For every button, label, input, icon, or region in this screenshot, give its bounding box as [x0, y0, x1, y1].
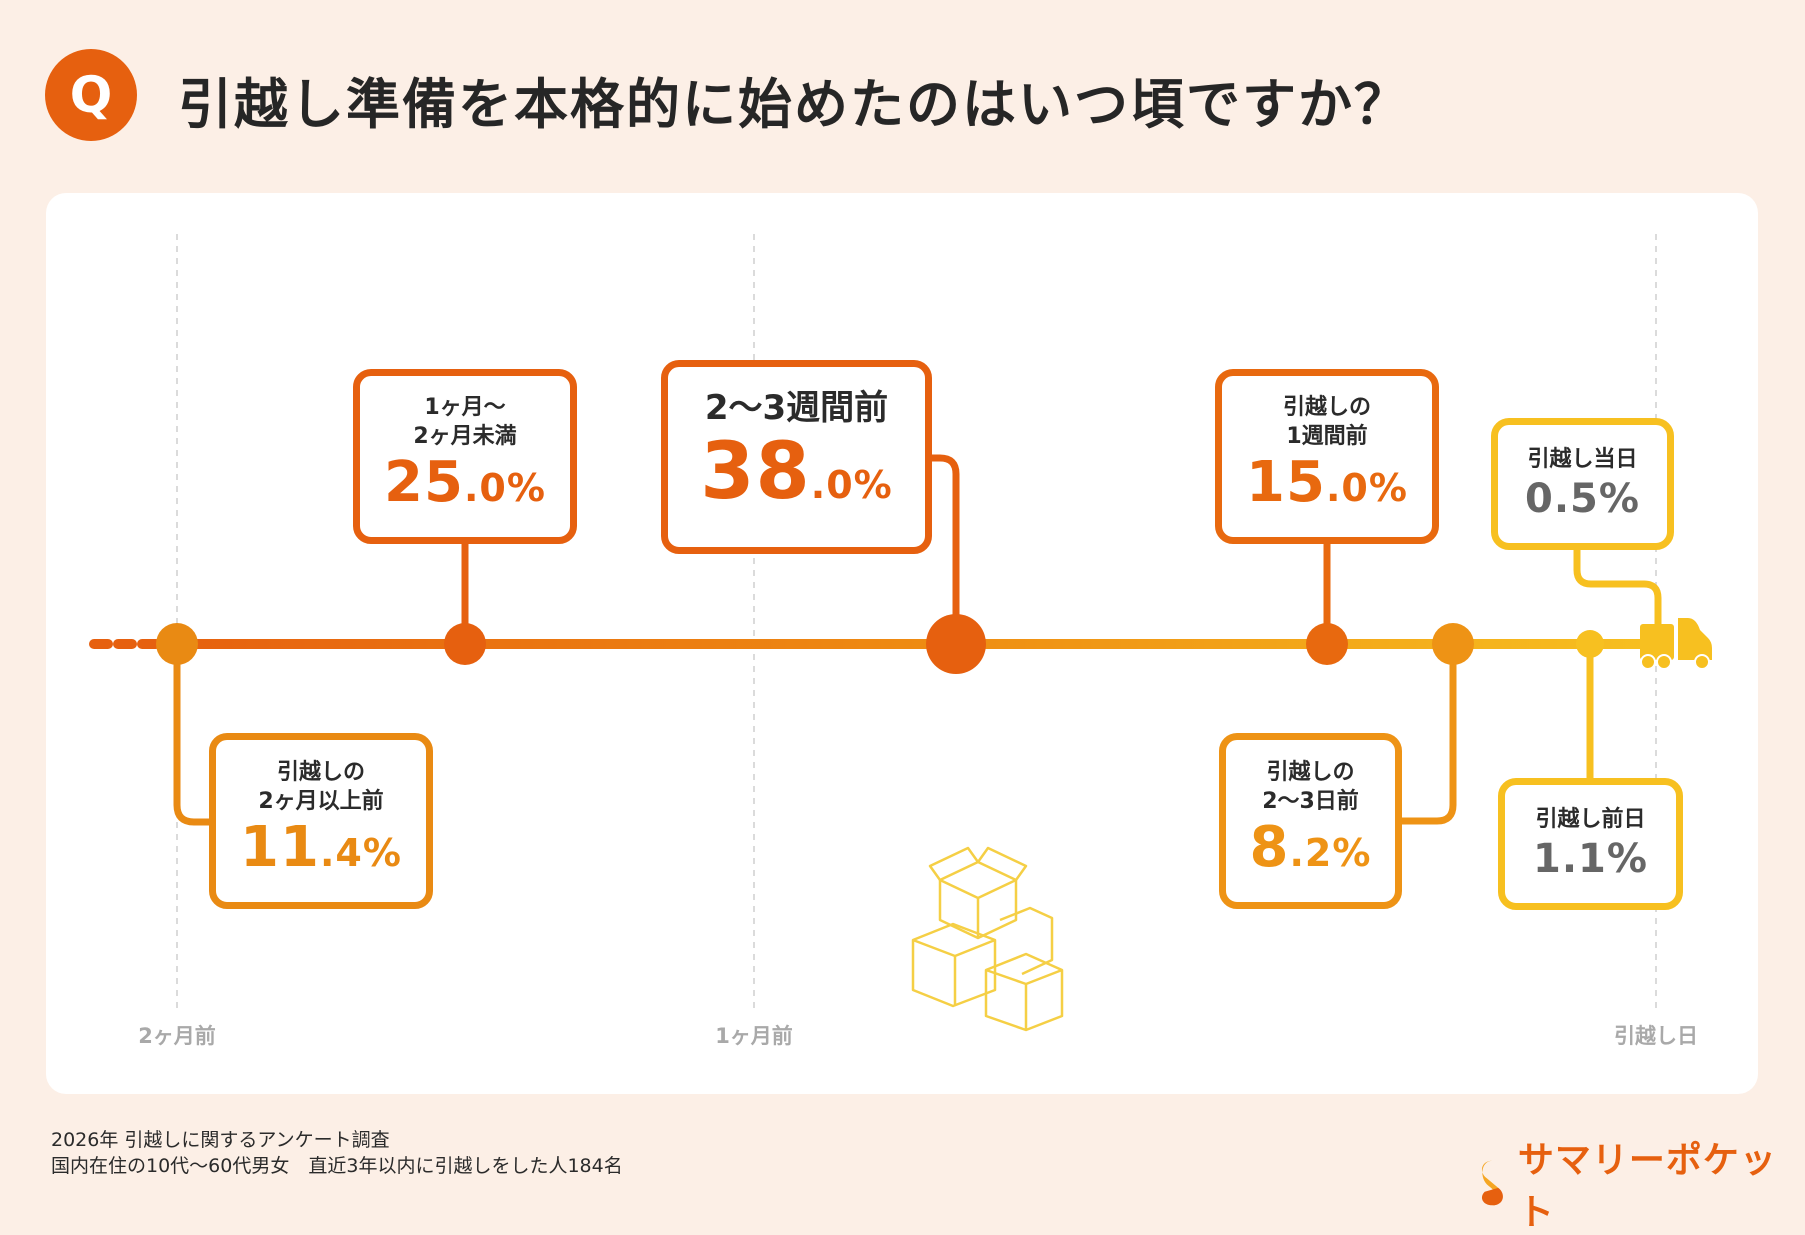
axis-label-1month: 1ヶ月前 — [715, 1024, 793, 1048]
axis-label-2months: 2ヶ月前 — [138, 1024, 216, 1048]
item-value: 15.0% — [1246, 450, 1408, 515]
item-box-1week: 引越しの 1週間前 15.0% — [1215, 369, 1439, 544]
timeline-graphic — [89, 234, 1712, 1032]
item-box-same-day: 引越し当日 0.5% — [1491, 418, 1674, 550]
value-decimal: .2% — [1289, 830, 1372, 875]
connector — [930, 454, 960, 644]
axis-label-moving-day: 引越し日 — [1614, 1024, 1698, 1048]
connector — [1573, 548, 1662, 630]
timeline-dot — [926, 614, 986, 674]
truck-icon — [1640, 618, 1712, 670]
cardboard-boxes-icon — [911, 846, 1064, 1032]
logo-text: サマリーポケット — [1517, 1140, 1777, 1233]
footer-survey-subjects: 国内在住の10代〜60代男女 直近3年以内に引越しをした人184名 — [51, 1155, 623, 1177]
timeline-dot — [1306, 623, 1348, 665]
item-box-1-2months: 1ヶ月〜 2ヶ月未満 25.0% — [353, 369, 577, 544]
brand-logo: サマリーポケット — [1475, 1131, 1805, 1235]
item-label: 引越しの 2〜3日前 — [1262, 759, 1359, 814]
logo-mark-icon — [1481, 1160, 1503, 1206]
item-label: 引越しの 2ヶ月以上前 — [258, 759, 384, 814]
item-label: 引越し当日 — [1527, 446, 1638, 472]
value-decimal: .0% — [463, 466, 546, 510]
timeline-dot — [444, 623, 486, 665]
footer-survey-title: 2026年 引越しに関するアンケート調査 — [51, 1129, 390, 1151]
item-value: 38.0% — [700, 426, 893, 517]
item-box-2-3weeks: 2〜3週間前 38.0% — [661, 360, 932, 554]
connector — [173, 644, 212, 826]
value-decimal: .4% — [319, 830, 402, 875]
item-value: 11.4% — [240, 814, 402, 880]
item-box-2months-plus: 引越しの 2ヶ月以上前 11.4% — [209, 733, 433, 909]
item-value: 8.2% — [1249, 814, 1372, 880]
item-label: 引越し前日 — [1535, 806, 1646, 832]
item-value: 0.5% — [1525, 475, 1640, 522]
timeline-dot — [156, 623, 198, 665]
timeline-dot — [1576, 630, 1604, 658]
item-box-day-before: 引越し前日 1.1% — [1498, 778, 1683, 910]
item-label: 1ヶ月〜 2ヶ月未満 — [413, 395, 517, 449]
item-label: 引越しの 1週間前 — [1282, 395, 1371, 449]
item-value: 25.0% — [384, 450, 546, 515]
item-label: 2〜3週間前 — [704, 387, 889, 428]
timeline-dot — [1432, 623, 1474, 665]
value-decimal: .0% — [1325, 466, 1408, 510]
page-title: 引越し準備を本格的に始めたのはいつ頃ですか？ — [178, 73, 1410, 136]
connector — [1400, 644, 1457, 825]
item-value: 1.1% — [1533, 835, 1648, 882]
value-decimal: .0% — [810, 462, 893, 507]
item-box-2-3days: 引越しの 2〜3日前 8.2% — [1219, 733, 1402, 909]
q-badge: Q — [45, 49, 137, 141]
